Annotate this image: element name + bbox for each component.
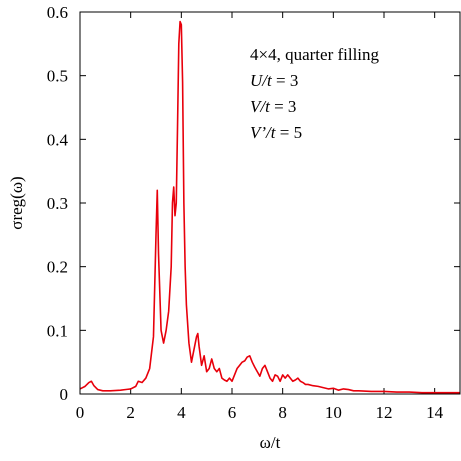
series-line	[79, 20, 460, 394]
annotation-line-2: U/t = 3	[250, 71, 298, 90]
y-tick-label: 0.4	[47, 130, 69, 149]
annotation-line-4-var: V’/t	[250, 123, 277, 142]
annotation-line-2-var: U/t	[250, 71, 273, 90]
y-tick-label: 0	[60, 385, 69, 404]
x-tick-label: 8	[278, 403, 287, 422]
y-tick-label: 0.2	[47, 258, 68, 277]
y-tick-label: 0.6	[47, 3, 68, 22]
annotation-line-2-val: = 3	[272, 71, 299, 90]
annotation-block: 4×4, quarter filling U/t = 3 V/t = 3 V’/…	[250, 45, 380, 142]
annotation-line-3-val: = 3	[270, 97, 297, 116]
y-tick-label: 0.1	[47, 321, 68, 340]
annotation-line-4-val: = 5	[276, 123, 303, 142]
annotation-line-4: V’/t = 5	[250, 123, 302, 142]
x-tick-label: 6	[228, 403, 237, 422]
y-axis-label: σreg(ω)	[7, 176, 26, 229]
x-tick-label: 10	[325, 403, 342, 422]
annotation-line-1: 4×4, quarter filling	[250, 45, 380, 64]
x-tick-label: 12	[376, 403, 393, 422]
axis-ticks	[79, 11, 460, 395]
x-axis-label: ω/t	[260, 433, 281, 452]
x-tick-label: 2	[126, 403, 135, 422]
x-tick-label: 0	[76, 403, 85, 422]
annotation-line-3-var: V/t	[250, 97, 271, 116]
x-tick-label: 4	[177, 403, 186, 422]
y-tick-label: 0.3	[47, 194, 68, 213]
axis-tick-labels: 0 2 4 6 8 10 12 14 0 0.1 0.2 0.3 0.4 0.5 0.6	[47, 3, 444, 422]
plot-frame	[79, 11, 461, 395]
x-tick-label: 14	[426, 403, 444, 422]
y-tick-label: 0.5	[47, 67, 68, 86]
annotation-line-3: V/t = 3	[250, 97, 296, 116]
